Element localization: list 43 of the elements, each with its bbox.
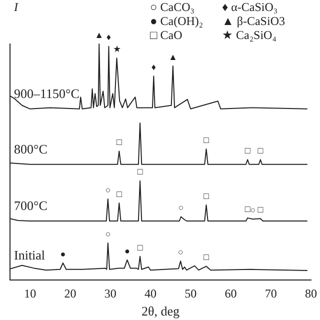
x-axis-title: 2θ, deg — [142, 304, 180, 319]
annotation: ○ — [105, 228, 111, 239]
annotation: ♦ — [106, 32, 112, 42]
annotation: □ — [258, 204, 264, 214]
x-tick-label: 80 — [305, 286, 317, 300]
x-tick-label: 50 — [184, 286, 197, 300]
annotation: □ — [258, 146, 264, 156]
annotation: □ — [244, 204, 251, 214]
x-tick-label: 70 — [264, 286, 277, 300]
annotation: ▲ — [94, 30, 104, 40]
annotation: □ — [137, 166, 144, 177]
series-label: 700°C — [14, 198, 48, 213]
x-tick-label: 60 — [224, 286, 237, 300]
series-label: Initial — [14, 247, 46, 262]
annotation: □ — [204, 134, 210, 145]
annotation: ★ — [112, 44, 121, 54]
annotation: ♦ — [151, 62, 156, 72]
annotation: ○ — [178, 202, 184, 213]
annotation: □ — [116, 188, 122, 199]
x-tick-label: 40 — [144, 286, 156, 300]
annotation: □ — [244, 146, 251, 156]
series-label: 800°C — [14, 141, 48, 156]
x-tick-label: 10 — [24, 286, 36, 300]
annotation: □ — [204, 190, 210, 201]
annotation: ● — [60, 248, 66, 259]
text: ● Ca(OH)₂ — [150, 14, 204, 28]
annotation: ○ — [250, 204, 256, 215]
annotation: □ — [204, 252, 210, 262]
series-label: 900–1150°C — [14, 86, 80, 101]
x-tick-label: 20 — [64, 286, 76, 300]
annotation: ○ — [178, 246, 184, 257]
annotation: □ — [137, 242, 144, 252]
text: ○ CaCO₃ — [150, 0, 194, 14]
annotation: ○ — [105, 184, 111, 195]
x-tick-label: 30 — [104, 286, 116, 300]
y-axis-title: I — [13, 0, 19, 14]
annotation: ● — [124, 246, 130, 256]
text: ★ Ca₂SiO₄ — [222, 28, 276, 42]
annotation: □ — [116, 137, 122, 148]
annotation: ▲ — [168, 52, 178, 62]
text: ▲ β-CaSiO3 — [222, 14, 285, 28]
text: □ CaO — [150, 28, 183, 42]
text: ♦ α-CaSiO₃ — [222, 0, 278, 14]
